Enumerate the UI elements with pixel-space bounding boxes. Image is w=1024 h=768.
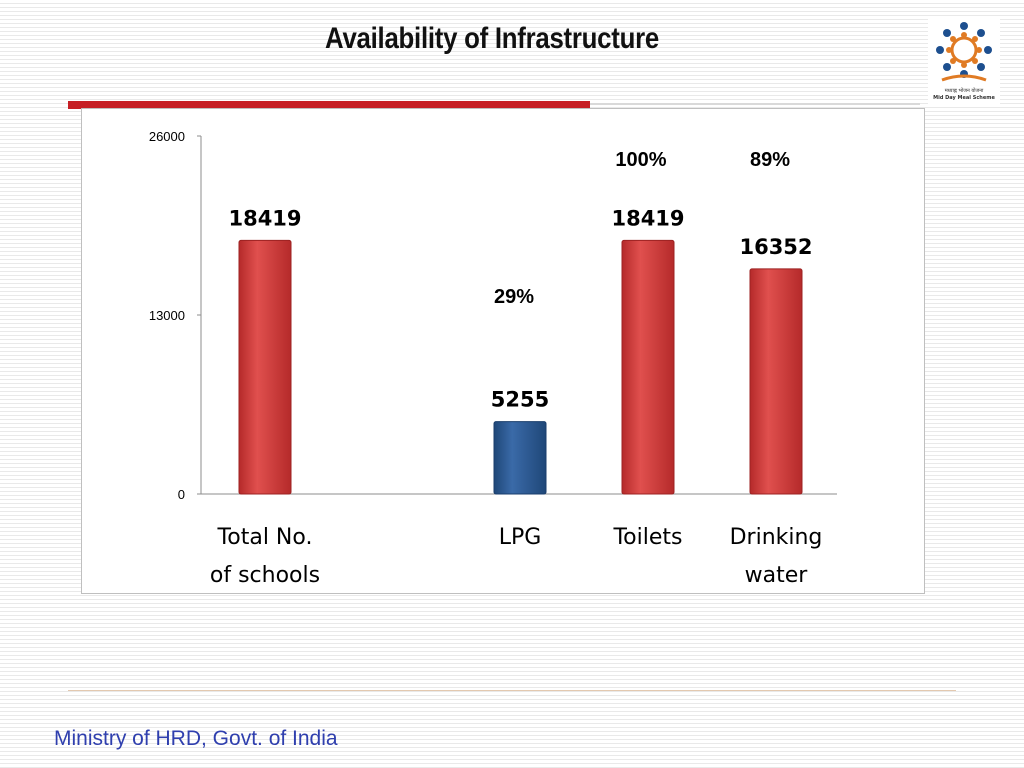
bar — [493, 421, 547, 495]
logo-hindi-text: मध्याह्न भोजन योजना — [944, 88, 984, 94]
x-category-label: LPG — [499, 525, 542, 550]
x-category-label: Toilets — [612, 525, 682, 550]
y-tick-label: 26000 — [149, 129, 185, 144]
bar-value-label: 18419 — [611, 206, 684, 230]
x-category-label: Total No. — [217, 525, 313, 550]
bar — [621, 239, 675, 495]
percent-annotation: 29% — [494, 286, 534, 308]
x-category-label: water — [745, 563, 809, 588]
x-category-label: of schools — [210, 563, 320, 588]
x-category-label: Drinking — [730, 525, 823, 550]
bar-value-label: 18419 — [228, 206, 301, 230]
bar-value-label: 16352 — [739, 235, 812, 259]
percent-annotation: 89% — [750, 149, 790, 171]
mid-day-meal-logo: मध्याह्न भोजन योजना Mid Day Meal Scheme — [928, 18, 1000, 104]
bar-value-label: 5255 — [491, 388, 549, 412]
logo-english-text: Mid Day Meal Scheme — [933, 95, 995, 101]
title-divider-rule — [590, 103, 920, 105]
bar — [749, 268, 803, 495]
y-tick-label: 0 — [178, 487, 185, 502]
footer-divider-rule — [68, 690, 956, 691]
footer-text: Ministry of HRD, Govt. of India — [54, 727, 338, 750]
slide-title: Availability of Infrastructure — [325, 22, 659, 55]
bar — [238, 239, 292, 495]
chart-frame: 0 13000 26000 18419 Total No. of schools 5255 L… — [81, 108, 925, 594]
logo-emblem-icon — [936, 22, 992, 82]
percent-annotation: 100% — [615, 149, 666, 171]
bar-chart: 0 13000 26000 18419 Total No. of schools 5255 L… — [149, 129, 837, 588]
title-accent-rule — [68, 101, 590, 109]
y-tick-label: 13000 — [149, 308, 185, 323]
